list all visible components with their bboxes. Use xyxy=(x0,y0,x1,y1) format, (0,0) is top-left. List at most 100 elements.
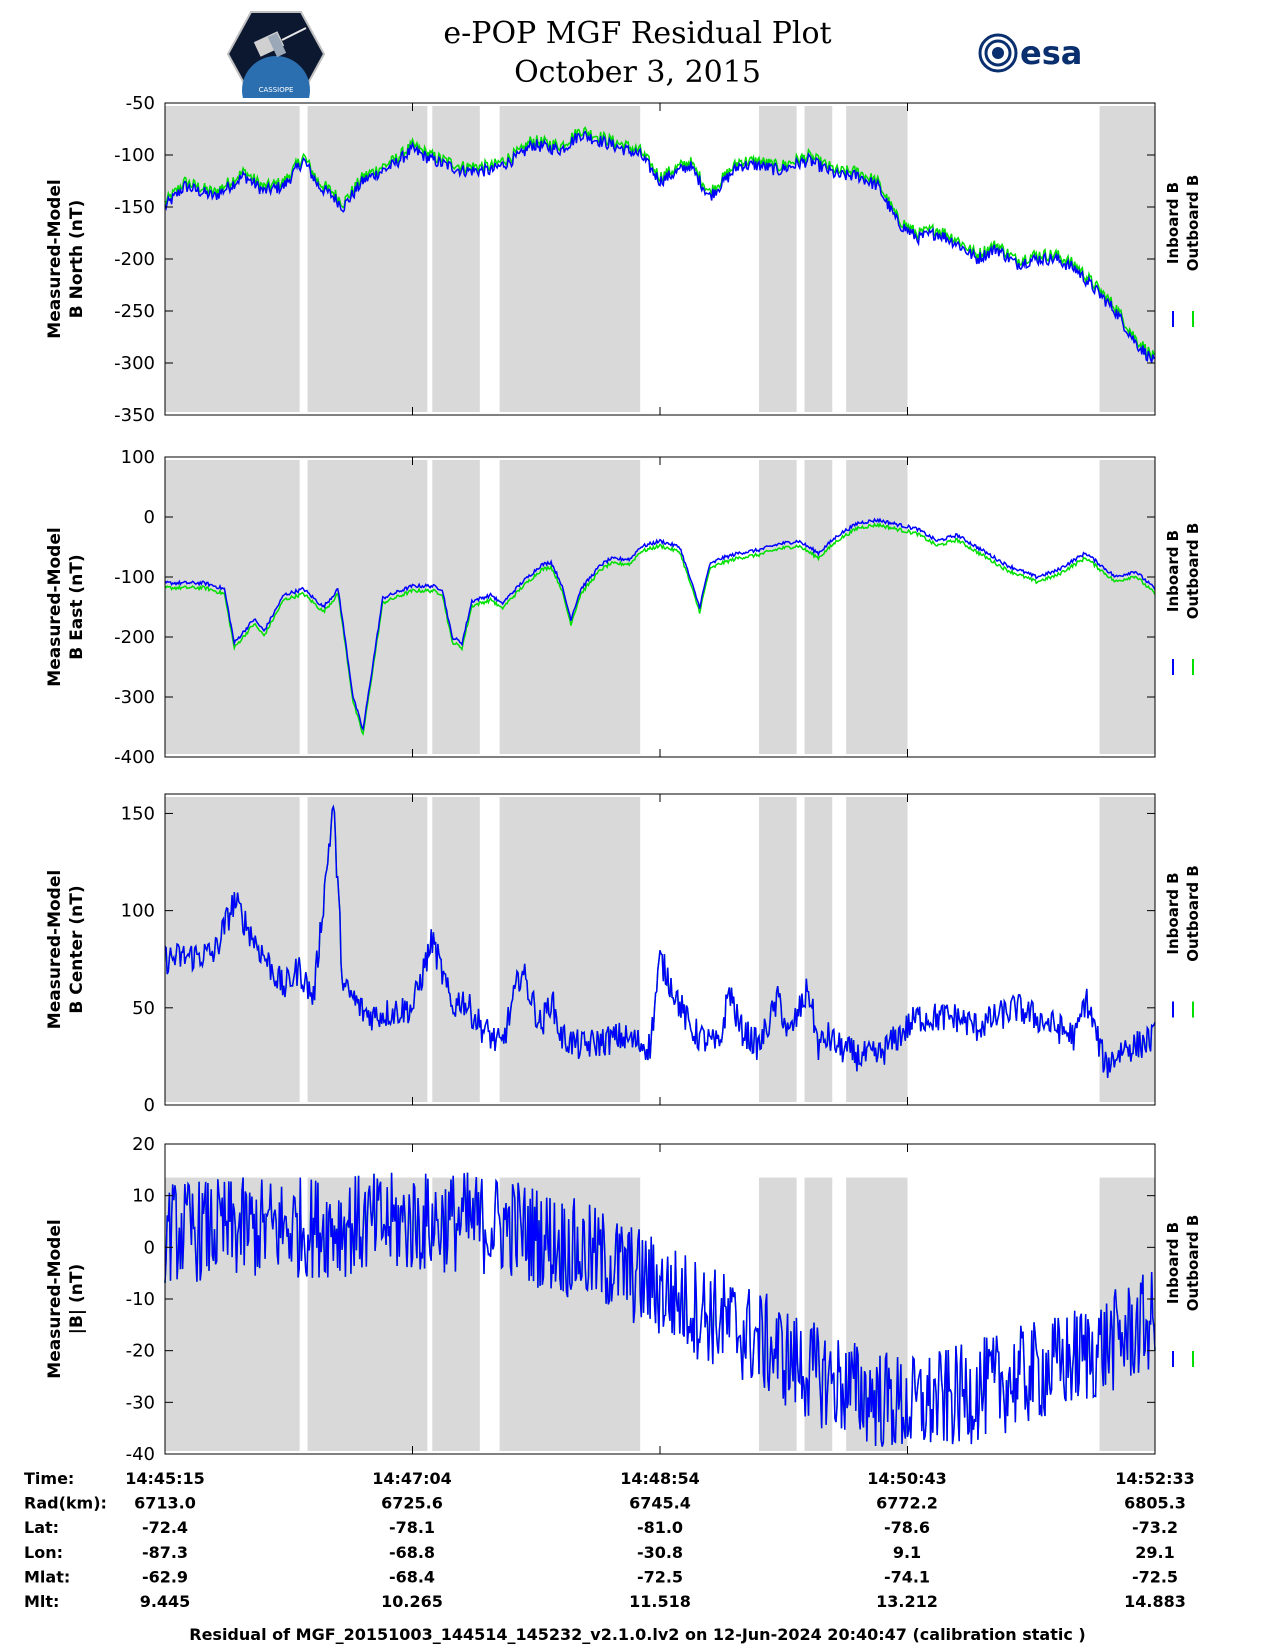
ephemeris-row-label: Mlt: xyxy=(24,1592,59,1611)
ephemeris-value: 6745.4 xyxy=(629,1494,691,1513)
y-tick-label: -350 xyxy=(114,405,155,426)
shade-span xyxy=(759,797,797,1102)
inboard-series-line xyxy=(164,130,1156,363)
y-tick-label: -100 xyxy=(114,567,155,588)
cassiope-logo-text: CASSIOPE xyxy=(259,86,294,94)
legend-label-inboard: Inboard B xyxy=(1164,182,1182,264)
ephemeris-value: -73.2 xyxy=(1132,1518,1178,1537)
y-axis-label: Measured-Model B North (nT) xyxy=(45,179,87,338)
ephemeris-row-label: Lon: xyxy=(24,1543,63,1562)
shade-span xyxy=(1099,1177,1155,1451)
ephemeris-row-label: Rad(km): xyxy=(24,1494,107,1513)
shade-span xyxy=(1099,797,1155,1102)
shade-span xyxy=(307,797,428,1102)
ephemeris-value: -81.0 xyxy=(637,1518,683,1537)
cassiope-logo: CASSIOPE xyxy=(226,11,326,98)
ephemeris-value: -72.5 xyxy=(637,1567,683,1586)
ephemeris-value: -62.9 xyxy=(142,1567,188,1586)
y-tick-label: 150 xyxy=(121,803,155,824)
legend-label-outboard: Outboard B xyxy=(1184,523,1202,620)
shade-span xyxy=(432,797,480,1102)
y-axis-label: Measured-Model |B| (nT) xyxy=(45,1219,87,1378)
y-axis-label-line1: Measured-Model xyxy=(45,870,65,1029)
shade-span xyxy=(165,797,300,1102)
inboard-series-line xyxy=(164,804,1156,1078)
ephemeris-value: -78.6 xyxy=(884,1518,930,1537)
shade-span xyxy=(165,106,300,412)
y-tick-label: 20 xyxy=(132,1134,155,1155)
y-tick-label: -40 xyxy=(126,1444,155,1465)
ephemeris-value: 9.445 xyxy=(140,1592,191,1611)
shade-span xyxy=(499,106,641,412)
ephemeris-value: 14.883 xyxy=(1124,1592,1186,1611)
panel-east: 100 0 -100 -200 -300 -400 Measured-Model B East… xyxy=(45,447,1202,768)
legend-label-outboard: Outboard B xyxy=(1184,865,1202,962)
y-tick-label: -300 xyxy=(114,353,155,374)
y-tick-label: 0 xyxy=(144,1095,155,1116)
shade-span xyxy=(499,797,641,1102)
footer-caption: Residual of MGF_20151003_144514_145232_v… xyxy=(189,1625,1086,1644)
y-tick-label: 50 xyxy=(132,998,155,1019)
ephemeris-row-label: Mlat: xyxy=(24,1567,70,1586)
y-axis-label-line2: B North (nT) xyxy=(67,200,87,319)
panel-center: 150 100 50 0 Measured-Model B Center (nT) Inbo… xyxy=(45,793,1202,1116)
ephemeris-value: -68.4 xyxy=(389,1567,435,1586)
shade-span xyxy=(846,106,908,412)
ephemeris-value: -78.1 xyxy=(389,1518,435,1537)
y-axis-label-line1: Measured-Model xyxy=(45,527,65,686)
ephemeris-value: 14:52:33 xyxy=(1115,1469,1195,1488)
ephemeris-value: -72.5 xyxy=(1132,1567,1178,1586)
shade-span xyxy=(1099,460,1155,754)
y-tick-label: 0 xyxy=(144,1237,155,1258)
ephemeris-value: -87.3 xyxy=(142,1543,188,1562)
chart-date: October 3, 2015 xyxy=(514,55,761,90)
ephemeris-value: -30.8 xyxy=(637,1543,683,1562)
panel-bmag: 20 10 0 -10 -20 -30 -40 Measured-Model |B| (nT) I… xyxy=(45,1134,1202,1465)
y-tick-label: -100 xyxy=(114,145,155,166)
y-tick-label: 10 xyxy=(132,1186,155,1207)
esa-logo: esa xyxy=(978,33,1082,73)
shade-span xyxy=(499,460,641,754)
legend-label-inboard: Inboard B xyxy=(1164,530,1182,612)
ephemeris-value: 10.265 xyxy=(381,1592,443,1611)
legend-label-inboard: Inboard B xyxy=(1164,1222,1182,1304)
ephemeris-value: 14:48:54 xyxy=(620,1469,700,1488)
ephemeris-value: 6772.2 xyxy=(876,1494,938,1513)
legend-label-outboard: Outboard B xyxy=(1184,1215,1202,1312)
legend-label-inboard: Inboard B xyxy=(1164,872,1182,954)
y-tick-label: -20 xyxy=(126,1341,155,1362)
shade-span xyxy=(804,460,833,754)
legend: Inboard B Outboard B xyxy=(1164,523,1202,620)
ephemeris-value: 6805.3 xyxy=(1124,1494,1186,1513)
esa-logo-text: esa xyxy=(1020,34,1082,72)
y-axis-label-line2: |B| (nT) xyxy=(67,1264,87,1335)
ephemeris-value: 14:45:15 xyxy=(125,1469,205,1488)
y-tick-label: -300 xyxy=(114,687,155,708)
ephemeris-value: 14:50:43 xyxy=(867,1469,947,1488)
ephemeris-value: -68.8 xyxy=(389,1543,435,1562)
shade-span xyxy=(432,106,480,412)
y-axis-label: Measured-Model B Center (nT) xyxy=(45,870,87,1029)
ephemeris-value: 11.518 xyxy=(629,1592,691,1611)
ephemeris-value: 14:47:04 xyxy=(372,1469,452,1488)
shade-span xyxy=(1099,106,1155,412)
legend: Inboard B Outboard B xyxy=(1164,1215,1202,1312)
shade-span xyxy=(759,460,797,754)
ephemeris-value: -74.1 xyxy=(884,1567,930,1586)
legend-label-outboard: Outboard B xyxy=(1184,175,1202,272)
y-tick-label: 0 xyxy=(144,507,155,528)
y-axis-label-line2: B Center (nT) xyxy=(67,885,87,1013)
shade-span xyxy=(846,797,908,1102)
panel-north: -50 -100 -150 -200 -250 -300 -350 Measured-Mode… xyxy=(45,93,1202,426)
ephemeris-value: 6725.6 xyxy=(381,1494,443,1513)
ephemeris-value: 13.212 xyxy=(876,1592,938,1611)
y-axis-label: Measured-Model B East (nT) xyxy=(45,527,87,686)
y-tick-label: -30 xyxy=(126,1392,155,1413)
y-tick-label: -400 xyxy=(114,747,155,768)
ephemeris-value: 6713.0 xyxy=(134,1494,196,1513)
ephemeris-value: 29.1 xyxy=(1135,1543,1174,1562)
legend: Inboard B Outboard B xyxy=(1164,175,1202,272)
y-axis-label-line1: Measured-Model xyxy=(45,1219,65,1378)
shade-span xyxy=(759,106,797,412)
